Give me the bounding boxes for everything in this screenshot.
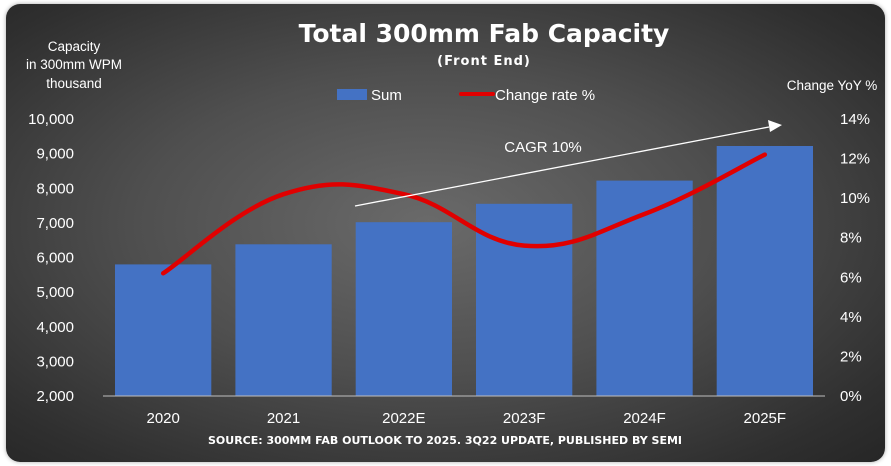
x-tick-label: 2023F: [503, 410, 546, 427]
x-tick-label: 2025F: [744, 410, 787, 427]
left-tick-label: 7,000: [36, 215, 74, 232]
right-axis-title: Change YoY %: [787, 78, 878, 93]
legend: Sum Change rate %: [337, 87, 595, 104]
bar-2024f: [596, 180, 693, 396]
right-tick-label: 4%: [840, 309, 862, 326]
cagr-label: CAGR 10%: [504, 139, 582, 156]
right-tick-label: 2%: [840, 348, 862, 365]
left-axis-title-line-1: Capacity: [48, 39, 101, 54]
left-axis-title-line-3: thousand: [46, 76, 102, 91]
left-tick-label: 5,000: [36, 284, 74, 301]
x-tick-label: 2021: [267, 410, 300, 427]
bar-2023f: [476, 203, 573, 396]
fab-capacity-chart: Total 300mm Fab Capacity (Front End) Cap…: [26, 19, 878, 447]
left-tick-label: 2,000: [36, 388, 74, 405]
right-tick-label: 10%: [840, 190, 870, 207]
cagr-arrow: [354, 126, 770, 207]
legend-label-sum: Sum: [371, 87, 402, 104]
x-tick-label: 2020: [147, 410, 180, 427]
right-tick-label: 0%: [840, 388, 862, 405]
legend-label-change-rate: Change rate %: [495, 87, 595, 104]
change-rate-line: [160, 152, 768, 276]
chart-frame: Total 300mm Fab Capacity (Front End) Cap…: [6, 4, 885, 462]
left-tick-label: 6,000: [36, 250, 74, 267]
bar-2022e: [355, 222, 452, 396]
x-axis-ticks: 2020 2021 2022E 2023F 2024F 2025F: [147, 410, 787, 427]
left-tick-label: 3,000: [36, 353, 74, 370]
right-axis-ticks: 0% 2% 4% 6% 8% 10% 12% 14%: [840, 111, 870, 405]
bar-2021: [235, 244, 332, 396]
left-axis-ticks: 2,000 3,000 4,000 5,000 6,000 7,000 8,000 9,000…: [28, 111, 74, 405]
left-tick-label: 4,000: [36, 319, 74, 336]
left-tick-label: 9,000: [36, 146, 74, 163]
x-tick-label: 2024F: [623, 410, 666, 427]
left-axis-title-line-2: in 300mm WPM: [26, 57, 122, 72]
right-tick-label: 8%: [840, 230, 862, 247]
chart-title: Total 300mm Fab Capacity: [299, 19, 670, 48]
cagr-arrow-head: [768, 120, 782, 132]
right-tick-label: 14%: [840, 111, 870, 128]
cagr-annotation: CAGR 10%: [354, 120, 782, 207]
chart-subtitle: (Front End): [437, 54, 531, 69]
bar-2020: [115, 264, 212, 396]
bar-2025f: [716, 146, 813, 396]
source-note: SOURCE: 300MM FAB OUTLOOK TO 2025. 3Q22 …: [208, 434, 682, 447]
right-tick-label: 12%: [840, 151, 870, 168]
legend-swatch-sum: [337, 89, 367, 100]
right-tick-label: 6%: [840, 269, 862, 286]
left-tick-label: 10,000: [28, 111, 74, 128]
x-tick-label: 2022E: [382, 410, 425, 427]
left-tick-label: 8,000: [36, 180, 74, 197]
